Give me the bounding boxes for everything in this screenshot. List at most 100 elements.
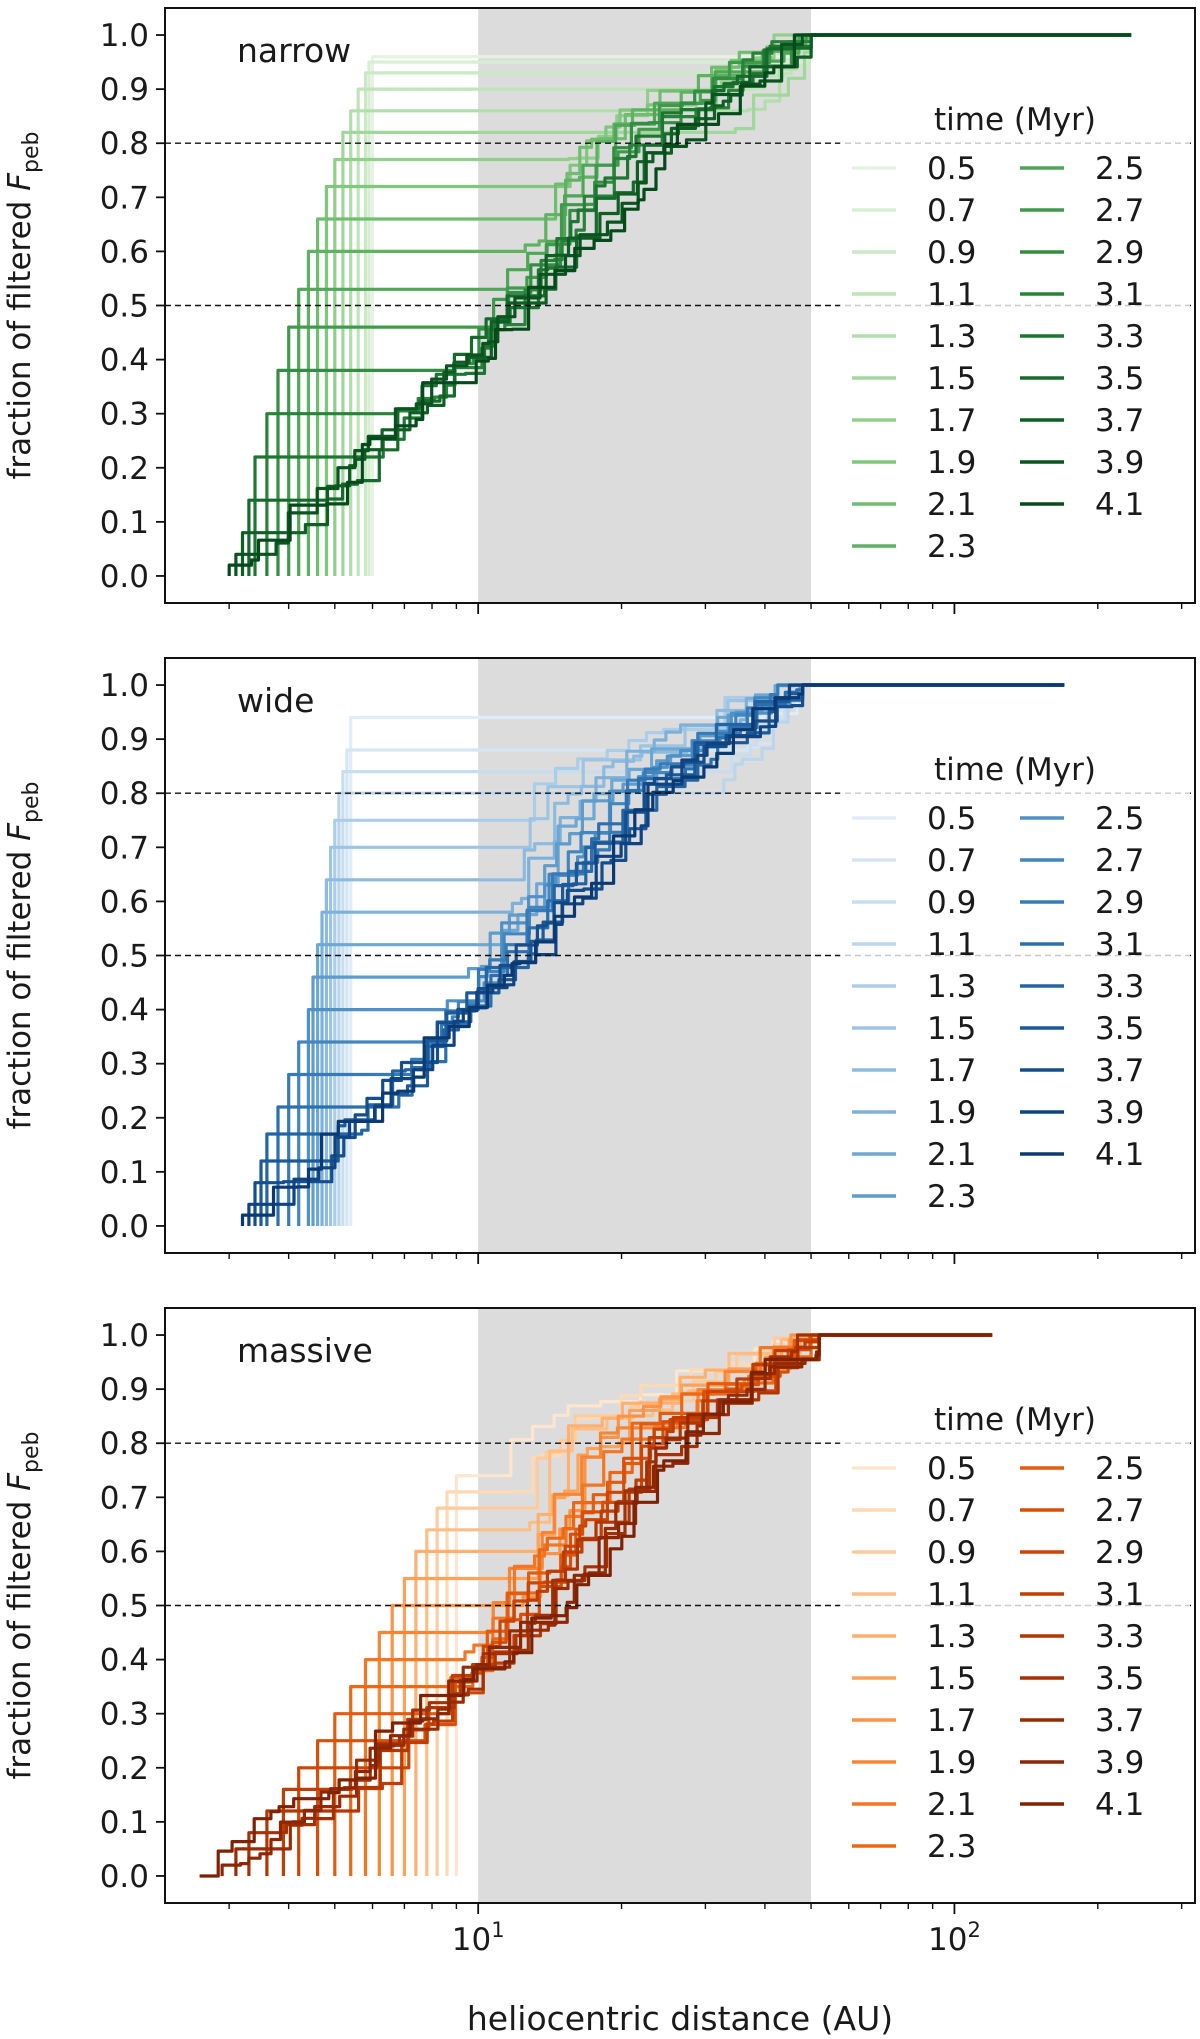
panel-label: narrow [237, 31, 351, 70]
y-tick-label: 0.2 [100, 1751, 149, 1787]
legend-label: 2.9 [1095, 885, 1144, 921]
legend-label: 4.1 [1095, 487, 1144, 523]
y-tick-label: 0.6 [100, 884, 149, 920]
series-line-3.7 [253, 683, 1065, 1226]
panel-label: wide [237, 681, 314, 720]
legend-label: 2.5 [1095, 151, 1144, 187]
legend-label: 4.1 [1095, 1137, 1144, 1173]
legend-label: 1.7 [927, 1053, 976, 1089]
y-tick-label: 0.3 [100, 1047, 149, 1083]
legend-label: 3.1 [1095, 1577, 1144, 1613]
y-tick-label: 0.0 [100, 1209, 149, 1245]
y-tick-label: 1.0 [100, 668, 149, 704]
y-tick-label: 1.0 [100, 1318, 149, 1354]
legend-label: 3.7 [1095, 1053, 1144, 1089]
series-line-4.1 [227, 33, 1132, 576]
legend-label: 0.5 [927, 151, 976, 187]
y-tick-label: 0.7 [100, 180, 149, 216]
series-line-2.7 [287, 33, 1132, 576]
series-line-2.7 [316, 1333, 993, 1876]
y-tick-label: 0.8 [100, 776, 149, 812]
legend-label: 3.9 [1095, 445, 1144, 481]
legend-label: 1.9 [927, 1095, 976, 1131]
legend-title: time (Myr) [934, 102, 1096, 138]
legend-label: 3.1 [1095, 927, 1144, 963]
legend-label: 1.1 [927, 277, 976, 313]
legend-label: 2.5 [1095, 1451, 1144, 1487]
y-tick-label: 0.5 [100, 1589, 149, 1625]
legend-label: 3.1 [1095, 277, 1144, 313]
y-tick-label: 0.4 [100, 1643, 149, 1679]
legend-label: 2.5 [1095, 801, 1144, 837]
series-line-3.9 [220, 1333, 993, 1876]
legend-label: 1.7 [927, 1703, 976, 1739]
legend-title: time (Myr) [934, 1402, 1096, 1438]
series-line-3.7 [240, 33, 1132, 576]
panel-label: massive [237, 1331, 373, 1370]
legend-label: 2.1 [927, 487, 976, 523]
legend-label: 3.5 [1095, 1661, 1144, 1697]
legend-label: 1.5 [927, 1011, 976, 1047]
series-line-3.3 [265, 683, 1065, 1226]
y-axis-label: fraction of filtered Fpeb [2, 781, 44, 1129]
series-line-0.9 [341, 683, 1065, 1226]
legend-label: 1.7 [927, 403, 976, 439]
y-tick-label: 0.6 [100, 234, 149, 270]
series-line-3.1 [276, 683, 1065, 1226]
legend-label: 2.3 [927, 1829, 976, 1865]
y-tick-label: 0.8 [100, 126, 149, 162]
y-tick-label: 0.5 [100, 289, 149, 325]
series-group [199, 1333, 993, 1878]
legend-label: 2.1 [927, 1787, 976, 1823]
legend-label: 0.5 [927, 1451, 976, 1487]
y-tick-label: 0.4 [100, 993, 149, 1029]
y-axis-label: fraction of filtered Fpeb [2, 131, 44, 479]
x-tick-label: 102 [928, 1918, 981, 1958]
legend-label: 3.9 [1095, 1745, 1144, 1781]
legend: time (Myr) 0.5 0.7 0.9 1.1 1.3 1.5 1.7 1.9 2.1 2.3… [840, 1390, 1190, 1870]
y-tick-label: 0.1 [100, 1155, 149, 1191]
legend-label: 0.7 [927, 1493, 976, 1529]
legend-label: 1.9 [927, 1745, 976, 1781]
y-tick-label: 0.2 [100, 451, 149, 487]
legend-label: 0.5 [927, 801, 976, 837]
y-tick-label: 1.0 [100, 18, 149, 54]
series-line-1.9 [320, 683, 1065, 1226]
legend-label: 4.1 [1095, 1787, 1144, 1823]
x-tick-label: 101 [452, 1918, 505, 1958]
y-tick-label: 0.7 [100, 1480, 149, 1516]
legend: time (Myr) 0.5 0.7 0.9 1.1 1.3 1.5 1.7 1.9 2.1 2.3… [840, 740, 1190, 1220]
legend-label: 2.7 [1095, 193, 1144, 229]
legend-label: 0.9 [927, 235, 976, 271]
legend-label: 3.5 [1095, 1011, 1144, 1047]
y-tick-label: 0.4 [100, 343, 149, 379]
series-group [240, 683, 1065, 1226]
series-line-2.5 [297, 33, 1132, 576]
legend-label: 2.7 [1095, 1493, 1144, 1529]
legend-label: 2.3 [927, 529, 976, 565]
y-tick-label: 0.9 [100, 1372, 149, 1408]
legend-label: 0.9 [927, 885, 976, 921]
series-line-0.5 [349, 683, 1065, 1226]
legend-label: 3.7 [1095, 1703, 1144, 1739]
y-tick-label: 0.8 [100, 1426, 149, 1462]
series-line-3.9 [234, 33, 1132, 576]
legend-label: 1.5 [927, 361, 976, 397]
legend-label: 0.7 [927, 193, 976, 229]
legend-title: time (Myr) [934, 752, 1096, 788]
legend-label: 3.9 [1095, 1095, 1144, 1131]
legend-label: 2.9 [1095, 235, 1144, 271]
y-tick-label: 0.5 [100, 939, 149, 975]
legend-label: 0.9 [927, 1535, 976, 1571]
y-tick-label: 0.3 [100, 1697, 149, 1733]
legend-label: 1.3 [927, 1619, 976, 1655]
y-tick-label: 0.0 [100, 1859, 149, 1895]
legend-label: 3.5 [1095, 361, 1144, 397]
y-tick-label: 0.1 [100, 1805, 149, 1841]
legend-label: 1.3 [927, 319, 976, 355]
legend-label: 3.3 [1095, 969, 1144, 1005]
legend-label: 2.9 [1095, 1535, 1144, 1571]
legend-label: 1.3 [927, 969, 976, 1005]
series-line-1.1 [356, 33, 1132, 576]
